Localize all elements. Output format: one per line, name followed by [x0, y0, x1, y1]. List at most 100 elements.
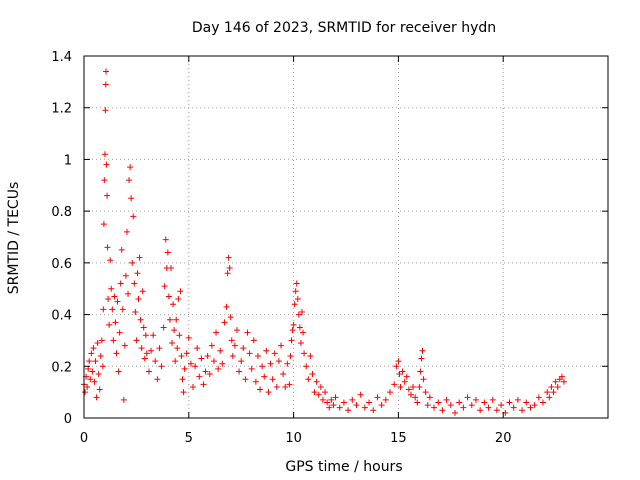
data-point	[101, 177, 108, 184]
data-point	[548, 383, 555, 390]
data-point	[357, 391, 364, 398]
data-point	[403, 373, 410, 380]
data-point	[267, 360, 274, 367]
data-point	[177, 288, 184, 295]
data-point	[378, 402, 385, 409]
x-tick-label: 15	[390, 431, 407, 446]
data-point	[514, 396, 521, 403]
data-point	[165, 293, 172, 300]
data-point	[131, 280, 138, 287]
data-point	[259, 363, 266, 370]
data-point	[416, 383, 423, 390]
data-point	[200, 381, 207, 388]
x-tick-label: 10	[285, 431, 302, 446]
data-point	[107, 257, 114, 264]
data-point	[397, 383, 404, 390]
y-tick-label: 0	[64, 412, 72, 427]
data-point	[414, 399, 421, 406]
data-point	[210, 358, 217, 365]
data-point	[535, 394, 542, 401]
data-point	[135, 296, 142, 303]
data-point	[275, 358, 282, 365]
data-point	[246, 350, 253, 357]
data-point	[269, 376, 276, 383]
data-point	[145, 368, 152, 375]
data-point	[286, 381, 293, 388]
data-point	[506, 399, 513, 406]
data-point	[175, 296, 182, 303]
y-tick-label: 1.2	[51, 102, 72, 117]
data-point	[280, 371, 287, 378]
data-point	[91, 378, 98, 385]
data-point	[104, 192, 111, 199]
data-point	[140, 324, 147, 331]
data-point	[204, 352, 211, 359]
data-point	[443, 396, 450, 403]
data-point	[137, 316, 144, 323]
data-point	[219, 360, 226, 367]
data-point	[208, 342, 215, 349]
data-point	[322, 389, 329, 396]
data-point	[236, 368, 243, 375]
data-point	[174, 345, 181, 352]
data-point	[396, 371, 403, 378]
y-tick-label: 0.4	[51, 309, 72, 324]
data-point	[95, 371, 102, 378]
data-point	[472, 396, 479, 403]
grid-lines	[84, 56, 608, 418]
chart-title: Day 146 of 2023, SRMTID for receiver hyd…	[192, 20, 496, 36]
data-point	[550, 389, 557, 396]
data-point	[297, 340, 304, 347]
data-point	[97, 352, 104, 359]
data-point	[82, 389, 89, 396]
data-point	[324, 399, 331, 406]
data-point	[103, 161, 110, 168]
data-point	[101, 151, 108, 158]
data-point	[300, 329, 307, 336]
data-point	[90, 345, 97, 352]
data-point	[546, 394, 553, 401]
data-point	[311, 389, 318, 396]
data-point	[100, 221, 107, 228]
data-point	[307, 352, 314, 359]
data-point	[170, 301, 177, 308]
data-point	[361, 404, 368, 411]
data-point	[226, 265, 233, 272]
data-point	[412, 394, 419, 401]
data-point	[244, 329, 251, 336]
x-axis-label: GPS time / hours	[285, 459, 402, 475]
data-point	[544, 389, 551, 396]
data-point	[94, 340, 101, 347]
data-point	[172, 358, 179, 365]
data-point	[112, 319, 119, 326]
data-point	[194, 345, 201, 352]
data-point	[456, 399, 463, 406]
data-point	[202, 368, 209, 375]
data-point	[238, 358, 245, 365]
data-point	[132, 308, 139, 315]
data-point	[89, 368, 96, 375]
data-point	[99, 363, 106, 370]
data-point	[242, 376, 249, 383]
data-point	[141, 355, 148, 362]
x-tick-label: 5	[185, 431, 193, 446]
data-point	[313, 378, 320, 385]
data-point	[289, 327, 296, 334]
data-point	[419, 347, 426, 354]
data-point	[120, 396, 127, 403]
data-point	[85, 365, 92, 372]
data-point	[287, 352, 294, 359]
data-point	[176, 332, 183, 339]
data-point	[265, 389, 272, 396]
data-point	[122, 272, 129, 279]
data-point	[424, 402, 431, 409]
data-point	[326, 404, 333, 411]
data-point	[196, 373, 203, 380]
data-point	[98, 337, 105, 344]
data-point	[92, 358, 99, 365]
data-point	[127, 164, 134, 171]
data-point	[118, 246, 125, 253]
data-point	[315, 391, 322, 398]
data-point	[221, 319, 228, 326]
data-point	[148, 347, 155, 354]
